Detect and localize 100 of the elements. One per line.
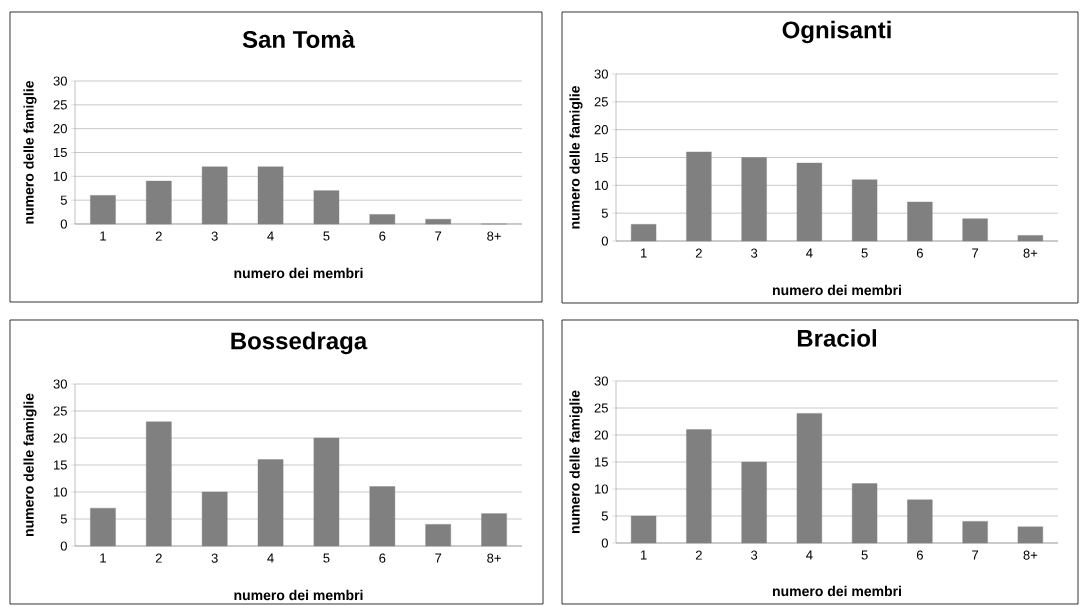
- bar: [686, 429, 712, 544]
- x-tick-label: 5: [861, 550, 868, 560]
- x-tick-label: 8+: [1023, 550, 1038, 560]
- x-tick-label: 5: [323, 231, 330, 241]
- y-tick-label: 30: [53, 76, 67, 86]
- y-tick-label: 25: [53, 406, 67, 416]
- x-tick-label: 8+: [487, 231, 501, 241]
- x-tick-label: 4: [267, 553, 274, 563]
- y-tick-label: 25: [53, 100, 67, 110]
- y-axis-title: numero delle famiglie: [569, 390, 583, 534]
- x-tick-label: 6: [379, 553, 386, 563]
- chart-title: San Tomà: [242, 30, 356, 48]
- y-tick-label: 15: [54, 147, 67, 158]
- x-tick-label: 1: [641, 248, 647, 258]
- x-axis-title: numero dei membri: [772, 585, 901, 597]
- x-tick-label: 2: [155, 231, 162, 241]
- bar: [962, 218, 988, 242]
- y-tick-label: 15: [595, 152, 608, 163]
- x-tick-label: 6: [379, 231, 386, 241]
- x-axis-title: numero dei membri: [772, 284, 901, 296]
- bar: [851, 483, 878, 544]
- y-tick-label: 0: [60, 541, 67, 551]
- y-tick-label: 20: [53, 124, 67, 134]
- bar: [686, 151, 712, 242]
- x-tick-label: 7: [435, 553, 442, 563]
- bar: [631, 515, 657, 544]
- x-axis-title: numero dei membri: [234, 267, 363, 279]
- bar: [425, 219, 451, 225]
- chart-title: Ognisanti: [782, 20, 891, 44]
- y-tick-label: 20: [594, 125, 608, 135]
- x-tick-label: 6: [916, 550, 923, 560]
- x-tick-label: 7: [972, 550, 979, 560]
- x-tick-label: 1: [100, 231, 106, 241]
- x-tick-label: 8+: [1023, 248, 1038, 258]
- bar: [1017, 526, 1043, 544]
- bar: [90, 195, 116, 225]
- y-tick-label: 15: [595, 457, 608, 467]
- y-tick-label: 15: [54, 460, 67, 470]
- y-tick-label: 10: [595, 484, 608, 494]
- x-tick-label: 4: [806, 550, 813, 560]
- bar: [201, 166, 228, 225]
- y-tick-label: 0: [60, 219, 67, 229]
- chart-title: Braciol: [797, 329, 876, 347]
- bar: [907, 499, 933, 544]
- y-tick-label: 10: [54, 171, 67, 181]
- x-tick-label: 1: [641, 550, 647, 560]
- y-tick-label: 10: [54, 487, 67, 497]
- x-tick-label: 5: [861, 248, 868, 258]
- y-tick-label: 25: [594, 97, 608, 107]
- bar: [201, 491, 228, 547]
- y-tick-label: 5: [601, 208, 608, 218]
- bar: [741, 461, 767, 544]
- bar: [741, 157, 767, 242]
- x-tick-label: 3: [751, 248, 758, 258]
- y-tick-label: 10: [595, 180, 608, 190]
- bar: [146, 180, 172, 225]
- x-tick-label: 3: [211, 231, 218, 241]
- x-tick-label: 2: [155, 553, 162, 563]
- bar: [1017, 235, 1043, 242]
- x-tick-label: 7: [972, 248, 979, 258]
- bar: [425, 524, 451, 547]
- x-tick-label: 4: [806, 248, 813, 258]
- y-axis-title: numero delle famiglie: [569, 86, 583, 229]
- bar: [796, 162, 823, 242]
- x-tick-label: 5: [323, 553, 330, 563]
- x-tick-label: 7: [435, 231, 442, 241]
- y-tick-label: 30: [53, 379, 67, 389]
- x-axis-title: numero dei membri: [234, 589, 363, 601]
- y-tick-label: 25: [594, 403, 608, 413]
- x-tick-label: 6: [916, 248, 923, 258]
- y-tick-label: 5: [60, 195, 67, 205]
- bar: [369, 214, 396, 225]
- x-tick-label: 2: [695, 550, 702, 560]
- y-axis-title: numero delle famiglie: [23, 393, 37, 537]
- x-tick-label: 1: [100, 553, 106, 563]
- bar: [481, 513, 507, 547]
- y-tick-label: 5: [60, 514, 67, 524]
- y-axis-title: numero delle famiglie: [23, 81, 37, 224]
- y-tick-label: 0: [601, 538, 608, 548]
- y-tick-label: 20: [53, 433, 67, 443]
- x-tick-label: 2: [695, 248, 702, 258]
- bar: [90, 508, 116, 547]
- bar: [907, 201, 933, 242]
- chart-title: Bossedraga: [231, 331, 368, 355]
- bar: [257, 166, 284, 225]
- y-tick-label: 0: [601, 236, 608, 246]
- bar: [796, 413, 823, 544]
- bar: [313, 437, 340, 547]
- y-tick-label: 20: [594, 430, 608, 440]
- bar: [146, 421, 172, 547]
- y-tick-label: 5: [601, 511, 608, 521]
- bar: [257, 459, 284, 547]
- x-tick-label: 3: [751, 550, 758, 560]
- y-tick-label: 30: [594, 69, 608, 79]
- x-tick-label: 3: [211, 553, 218, 563]
- bar: [851, 179, 878, 242]
- bar: [962, 521, 988, 544]
- x-tick-label: 8+: [487, 553, 501, 563]
- y-tick-label: 30: [594, 376, 608, 386]
- x-tick-label: 4: [267, 231, 274, 241]
